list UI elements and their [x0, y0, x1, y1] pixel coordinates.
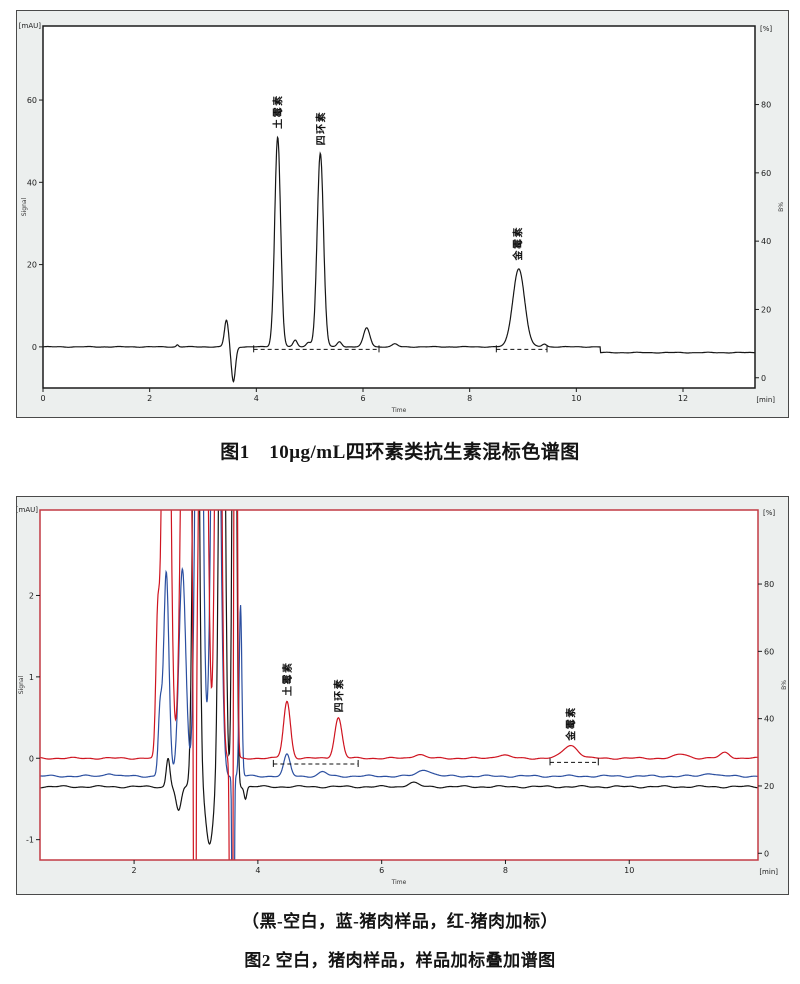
- right-tick-label: 80: [761, 101, 771, 110]
- figure-1-chart-panel: 0 20 40 60 0 2 4 6 8 10 12 0 20 40 60 80 [mAU] [%] [min] Si…: [16, 10, 789, 418]
- right-axis-unit: [%]: [763, 509, 775, 517]
- y-tick-label: 0: [32, 343, 37, 352]
- right-tick-label: 80: [764, 580, 774, 589]
- right-tick-label: 60: [761, 169, 771, 178]
- x-tick-label: 4: [254, 394, 259, 403]
- y-tick-label: 40: [27, 178, 37, 187]
- x-tick-label: 2: [147, 394, 152, 403]
- y-tick-label: 1: [29, 673, 34, 682]
- plot-area: [40, 510, 758, 860]
- figure-2-caption: 图2 空白，猪肉样品，样品加标叠加谱图: [244, 951, 556, 970]
- right-axis-title: B%: [778, 202, 785, 212]
- peak-label: 四环素: [332, 678, 345, 713]
- figure-2-chart-panel: -1 0 1 2 2 4 6 8 10 0 20 40 60 80 [mAU] [%] [min] Signal T…: [16, 496, 789, 895]
- plot-frame: [39, 509, 759, 861]
- axes: -1 0 1 2 2 4 6 8 10 0 20 40 60 80 [mAU] [%] [min] Signal T…: [17, 506, 788, 886]
- right-tick-label: 20: [761, 305, 771, 314]
- trace-猪肉加标: [40, 510, 758, 860]
- x-tick-label: 4: [255, 866, 260, 875]
- figure-1-chromatogram: 0 20 40 60 0 2 4 6 8 10 12 0 20 40 60 80 [mAU] [%] [min] Si…: [19, 22, 785, 414]
- y-tick-label: 20: [27, 261, 37, 270]
- right-tick-label: 0: [761, 374, 766, 383]
- y-tick-label: 0: [29, 754, 34, 763]
- trace-group: [43, 135, 755, 383]
- x-tick-label: 6: [379, 866, 384, 875]
- trace-混标: [43, 135, 755, 383]
- figure-1-caption: 图1 10μg/mL四环素类抗生素混标色谱图: [220, 442, 580, 463]
- peak-label: 土霉素: [272, 94, 285, 129]
- x-tick-label: 6: [360, 394, 365, 403]
- x-axis-title: Time: [391, 879, 407, 886]
- x-tick-label: 12: [678, 394, 688, 403]
- x-axis-unit: [min]: [756, 396, 775, 404]
- y-tick-label: 2: [29, 591, 34, 600]
- y-axis-title: Signal: [21, 197, 28, 216]
- peak-label: 土霉素: [281, 662, 294, 697]
- peak-label: 四环素: [314, 111, 327, 146]
- right-tick-label: 40: [764, 715, 774, 724]
- trace-猪肉样品: [40, 510, 758, 860]
- plot-area: [43, 26, 755, 388]
- x-tick-label: 2: [132, 866, 137, 875]
- y-tick-label: -1: [26, 836, 34, 845]
- x-axis-title: Time: [391, 407, 407, 414]
- x-axis-unit: [min]: [759, 868, 778, 876]
- right-axis-unit: [%]: [760, 25, 772, 33]
- y-axis-title: Signal: [18, 675, 25, 694]
- right-tick-label: 60: [764, 647, 774, 656]
- peak-label: 金霉素: [512, 226, 525, 261]
- x-tick-label: 8: [503, 866, 508, 875]
- y-tick-label: 60: [27, 96, 37, 105]
- axes: 0 20 40 60 0 2 4 6 8 10 12 0 20 40 60 80 [mAU] [%] [min] Si…: [19, 22, 785, 414]
- plot-frame: [42, 25, 756, 389]
- figure-2-chromatogram: -1 0 1 2 2 4 6 8 10 0 20 40 60 80 [mAU] [%] [min] Signal T…: [17, 506, 788, 886]
- x-tick-label: 10: [624, 866, 634, 875]
- trace-group: [40, 510, 758, 860]
- x-tick-label: 0: [40, 394, 45, 403]
- right-tick-label: 20: [764, 782, 774, 791]
- peak-label: 金霉素: [564, 706, 577, 742]
- x-tick-label: 8: [467, 394, 472, 403]
- trace-空白: [40, 510, 758, 845]
- right-tick-label: 40: [761, 237, 771, 246]
- y-axis-unit: [mAU]: [19, 22, 41, 30]
- right-axis-title: B%: [781, 680, 788, 690]
- right-tick-label: 0: [764, 849, 769, 858]
- figure-2-legend-note: （黑-空白，蓝-猪肉样品，红-猪肉加标）: [242, 912, 558, 931]
- y-axis-unit: [mAU]: [17, 506, 38, 514]
- x-tick-label: 10: [571, 394, 581, 403]
